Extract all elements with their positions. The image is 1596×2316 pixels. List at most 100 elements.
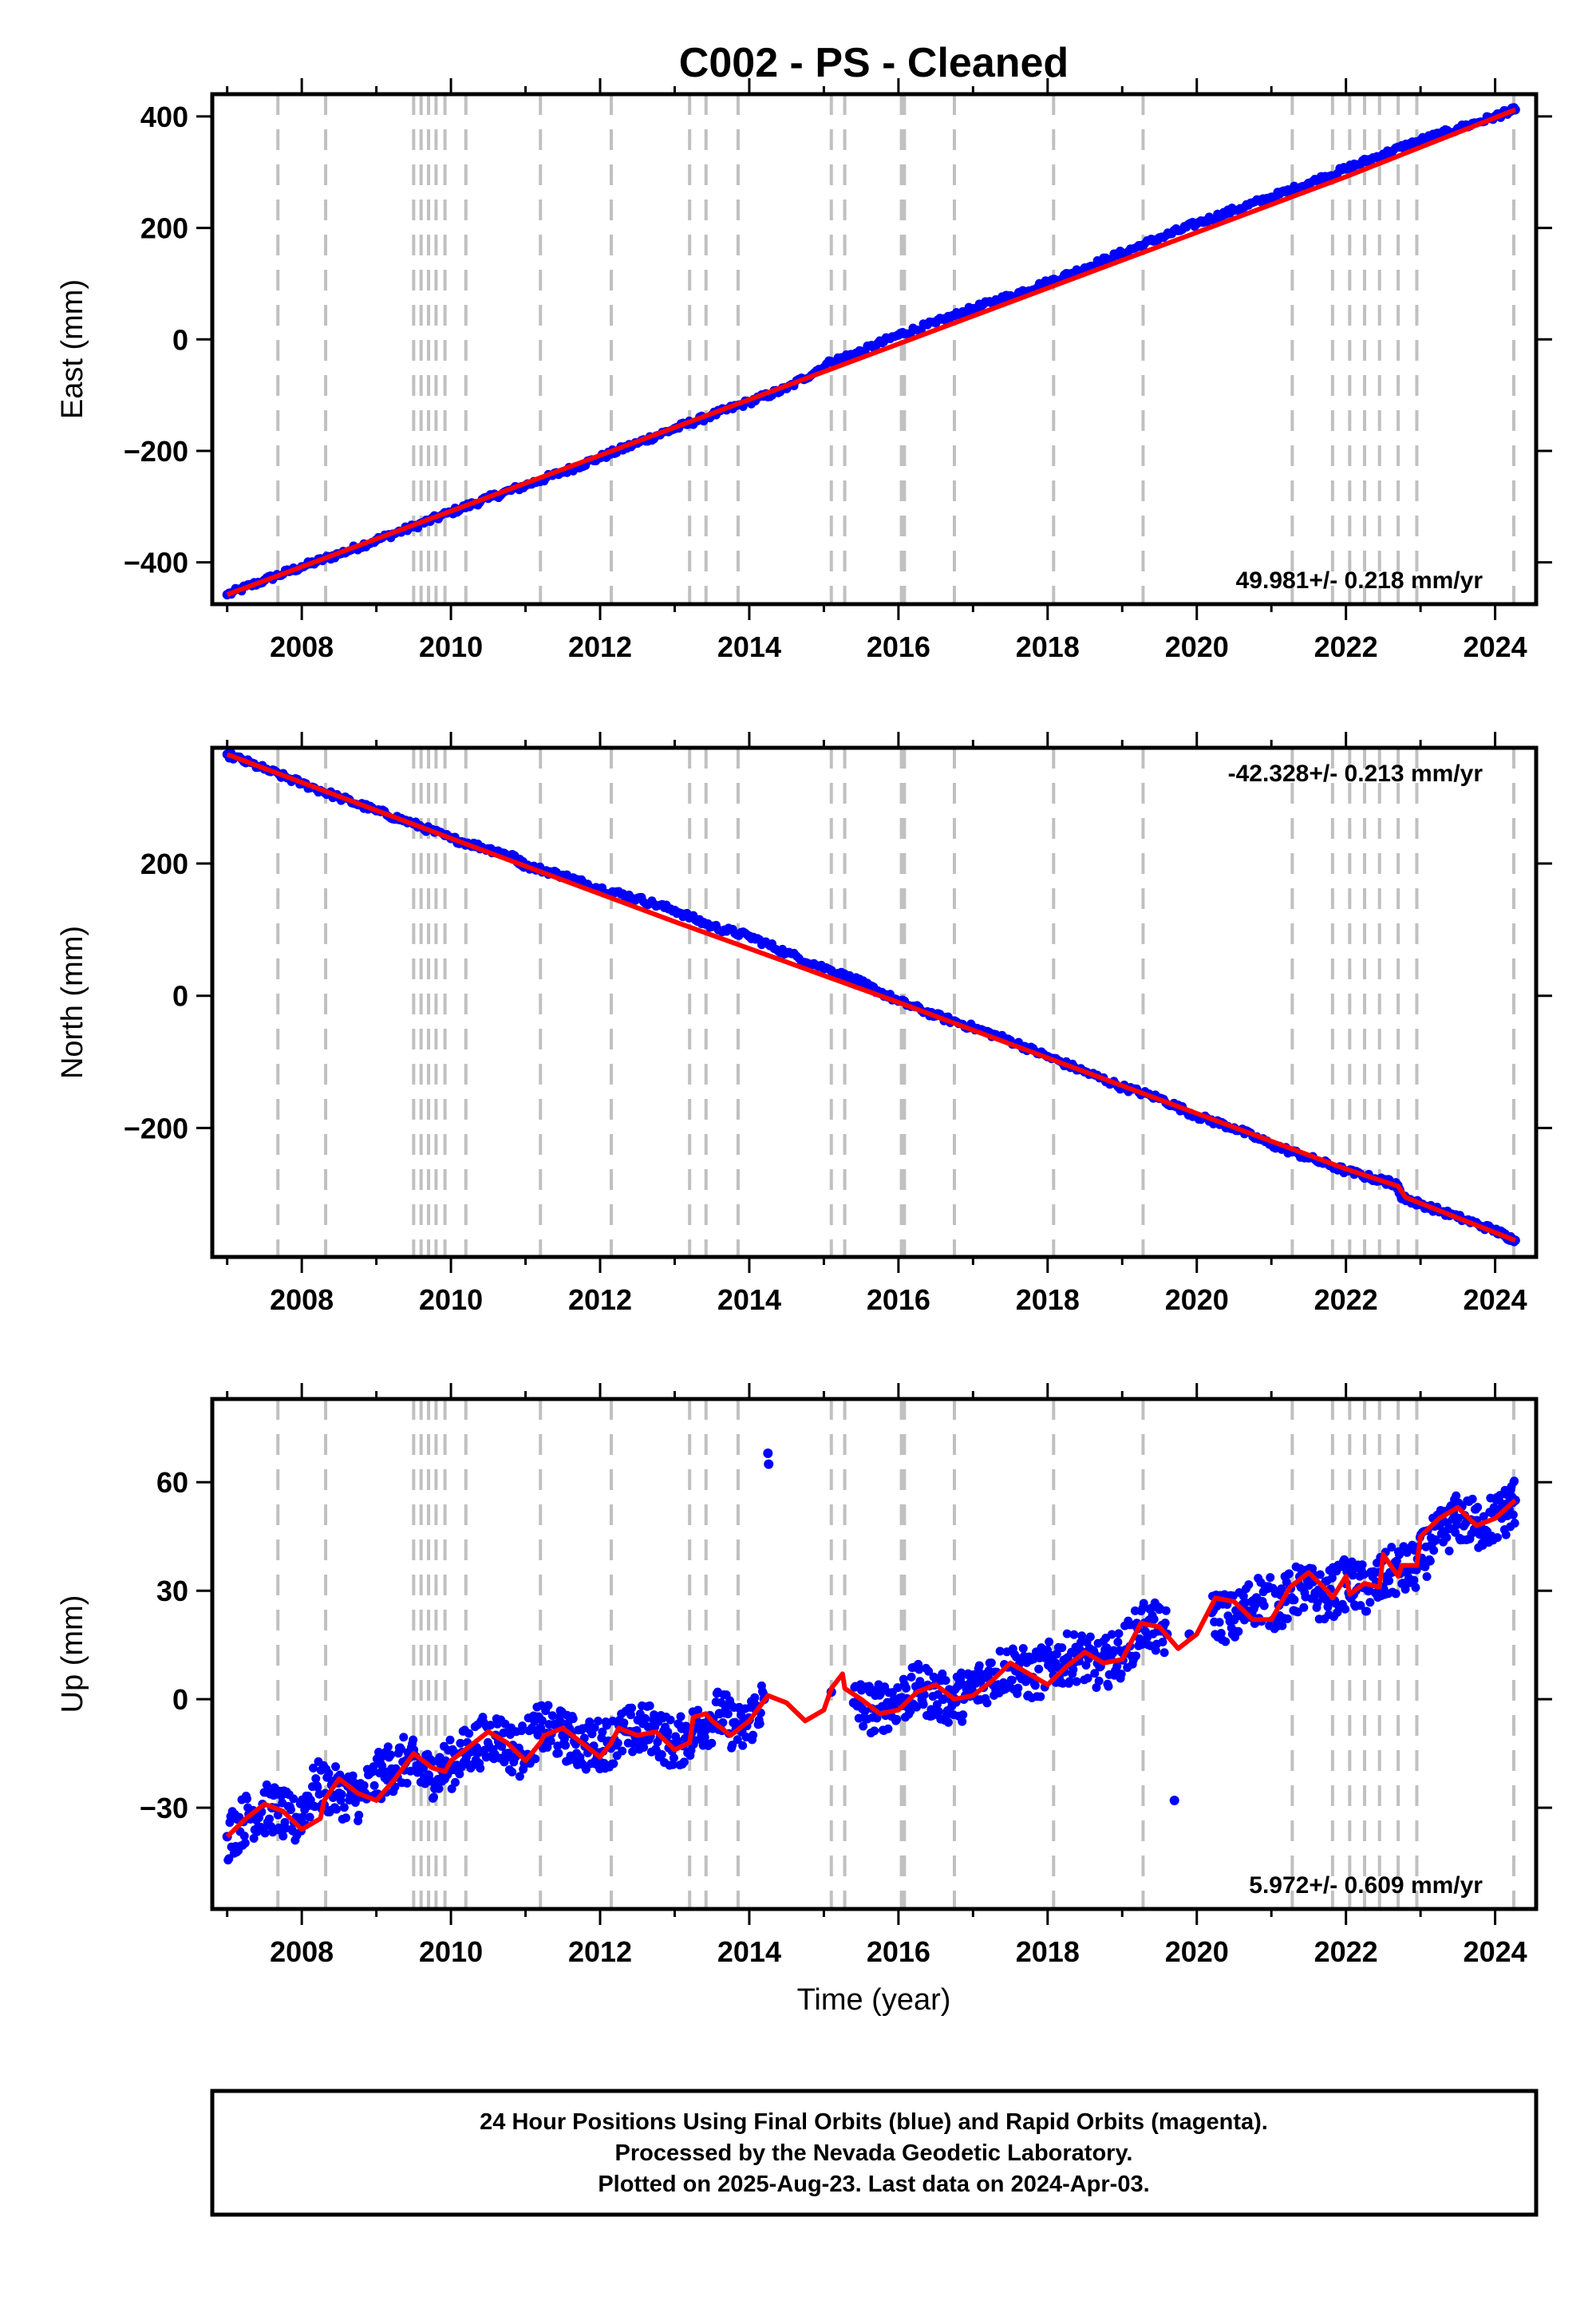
up-point-43: [1169, 1796, 1179, 1806]
up-dot-49-3: [1299, 1603, 1309, 1612]
up-dot-0-21: [240, 1838, 250, 1848]
north-xtick-label-2018: 2018: [1016, 1283, 1080, 1316]
up-dot-19-18: [663, 1727, 673, 1737]
up-dot-56-17: [1468, 1494, 1477, 1504]
up-dot-54-20: [1425, 1556, 1435, 1566]
up-dot-50-10: [1327, 1573, 1337, 1583]
up-dot-4-23: [332, 1804, 342, 1814]
east-xtick-label-2024: 2024: [1464, 630, 1527, 663]
north-ytick-label-0: 0: [172, 980, 188, 1013]
up-dot-28-13: [860, 1706, 870, 1716]
up-dot-53-17: [1400, 1584, 1410, 1594]
up-dot-1-20: [262, 1780, 271, 1789]
up-dot-50-24: [1340, 1555, 1349, 1564]
east-xtick-label-2020: 2020: [1165, 630, 1229, 663]
east-model-line: [226, 107, 1516, 597]
up-dot-5-23: [354, 1810, 364, 1820]
up-dot-37-21: [1069, 1665, 1078, 1674]
up-dot-51-24: [1362, 1607, 1372, 1616]
up-dot-23-13: [749, 1730, 758, 1740]
up-dot-28-24: [870, 1726, 879, 1736]
up-dot-53-10: [1395, 1550, 1404, 1559]
east-ytick-label-400: 400: [140, 101, 188, 133]
up-dot-20-24: [690, 1736, 700, 1745]
up-dot-49-22: [1315, 1570, 1325, 1579]
east-xtick-label-2022: 2022: [1314, 630, 1378, 663]
up-dot-32-3: [941, 1676, 950, 1686]
up-dot-23-1: [738, 1741, 748, 1750]
up-dot-4-14: [324, 1769, 334, 1778]
north-xtick-label-2010: 2010: [419, 1283, 483, 1316]
up-dot-16-20: [598, 1727, 607, 1737]
up-dot-21-1: [693, 1705, 703, 1715]
up-dot-10-21: [464, 1729, 474, 1738]
up-dot-14-2: [537, 1716, 547, 1725]
east-y-axis-label: East (mm): [56, 279, 89, 419]
up-dot-31-25: [938, 1669, 947, 1678]
north-xtick-label-2024: 2024: [1464, 1283, 1527, 1316]
up-dot-15-3: [561, 1741, 571, 1750]
up-dot-55-16: [1444, 1546, 1454, 1555]
up-dot-6-3: [359, 1780, 369, 1790]
up-dot-13-20: [531, 1754, 540, 1764]
up-dot-32-6: [943, 1717, 953, 1727]
up-dot-1-5: [249, 1833, 259, 1843]
footer-box: 24 Hour Positions Using Final Orbits (bl…: [210, 2089, 1539, 2217]
up-dot-31-9: [924, 1666, 934, 1676]
up-dot-46-5: [1234, 1626, 1243, 1636]
up-dot-14-12: [546, 1736, 555, 1745]
east-plot-area: [222, 103, 1520, 600]
up-dot-48-10: [1282, 1614, 1292, 1623]
up-dot-52-24: [1385, 1576, 1394, 1586]
up-dot-7-23: [399, 1733, 409, 1742]
up-dot-36-9: [1036, 1692, 1045, 1701]
up-dot-2-7: [273, 1810, 282, 1820]
up-dot-21-17: [707, 1738, 717, 1748]
up-dot-30-24: [915, 1665, 924, 1674]
up-dot-3-22: [309, 1763, 318, 1773]
up-dot-58-22: [1508, 1510, 1518, 1520]
up-dot-30-9: [902, 1683, 911, 1693]
up-dot-39-20: [1112, 1662, 1122, 1671]
up-dot-8-8: [409, 1735, 418, 1745]
up-dot-54-1: [1409, 1575, 1419, 1585]
up-xtick-label-2008: 2008: [270, 1935, 334, 1968]
up-dot-45-16: [1221, 1637, 1231, 1646]
up-dot-17-19: [619, 1718, 629, 1728]
up-dot-3-25: [311, 1774, 321, 1784]
footer-line-1: 24 Hour Positions Using Final Orbits (bl…: [480, 2109, 1268, 2135]
up-point-56: [1452, 1513, 1463, 1524]
up-dot-8-20: [419, 1764, 429, 1773]
up-dot-3-18: [305, 1812, 314, 1822]
up-dot-4-22: [331, 1762, 341, 1772]
up-xtick-label-2014: 2014: [717, 1935, 781, 1968]
up-dot-38-5: [1077, 1631, 1087, 1641]
footer-line-3: Plotted on 2025-Aug-23. Last data on 202…: [598, 2172, 1149, 2197]
up-dot-55-24: [1452, 1491, 1461, 1500]
up-dot-18-18: [641, 1714, 650, 1724]
east-panel: 2008 2010 2012 2014 2016 2018 2020 2022 2024 −400…: [56, 78, 1552, 663]
up-dot-11-8: [476, 1764, 485, 1773]
up-dot-28-11: [859, 1721, 868, 1731]
up-dot-5-16: [348, 1771, 358, 1780]
up-dot-23-21: [755, 1719, 764, 1729]
up-dot-15-2: [559, 1734, 569, 1744]
up-dot-21-10: [701, 1725, 710, 1735]
up-dot-19-25: [669, 1753, 678, 1763]
up-xtick-label-2018: 2018: [1016, 1935, 1080, 1968]
east-rate-label: 49.981+/- 0.218 mm/yr: [1236, 567, 1483, 594]
up-dot-51-8: [1348, 1571, 1357, 1580]
up-dot-20-3: [673, 1736, 682, 1745]
up-dot-39-14: [1107, 1630, 1116, 1639]
north-model-line: [226, 752, 1516, 1243]
up-dot-16-25: [602, 1721, 611, 1730]
up-dot-58-7: [1501, 1530, 1511, 1539]
up-dot-11-20: [486, 1721, 496, 1730]
footer-line-2: Processed by the Nevada Geodetic Laborat…: [615, 2140, 1133, 2166]
up-dot-54-24: [1429, 1546, 1439, 1555]
up-dot-39-21: [1113, 1637, 1123, 1646]
up-dot-7-8: [386, 1750, 396, 1760]
up-dot-12-7: [497, 1741, 507, 1751]
up-point-26: [764, 1459, 774, 1469]
